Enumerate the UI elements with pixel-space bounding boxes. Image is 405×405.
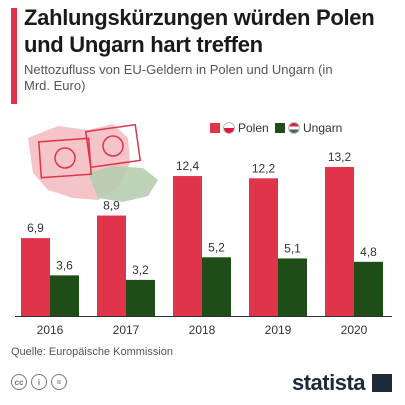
value-label-polen-2020: 13,2 [328,150,352,164]
bar-polen-2018 [173,176,202,316]
nd-icon: = [51,374,67,390]
value-label-ungarn-2017: 3,2 [132,263,149,277]
hungary-shape [88,166,158,202]
value-label-polen-2018: 12,4 [176,159,200,173]
legend-label-polen: Polen [238,121,269,135]
value-label-polen-2017: 8,9 [103,199,120,213]
x-tick-label-2017: 2017 [113,323,140,337]
bar-ungarn-2019 [278,258,307,316]
legend-item-polen: Polen [210,121,269,135]
bar-ungarn-2016 [50,275,79,316]
value-label-polen-2016: 6,9 [27,221,44,235]
accent-bar [11,8,17,104]
bar-ungarn-2020 [354,261,383,316]
x-tick-label-2020: 2020 [341,323,368,337]
x-tick-label-2019: 2019 [265,323,292,337]
bar-polen-2017 [97,215,126,316]
legend-label-ungarn: Ungarn [303,121,343,135]
poland-flag-icon [223,122,235,134]
bar-ungarn-2018 [202,257,231,316]
chart-subtitle: Nettozufluss von EU-Geldern in Polen und… [24,62,333,93]
cc-icon: cc [11,374,27,390]
map-illustration [28,123,158,202]
bar-ungarn-2017 [126,279,155,316]
value-label-polen-2019: 12,2 [252,161,276,175]
x-tick-label-2018: 2018 [189,323,216,337]
value-label-ungarn-2019: 5,1 [284,241,301,255]
bar-polen-2020 [325,167,354,316]
bar-polen-2019 [249,178,278,316]
value-label-ungarn-2016: 3,6 [56,258,73,272]
legend-swatch-polen [210,123,220,133]
bar-polen-2016 [21,238,50,316]
value-label-ungarn-2020: 4,8 [360,245,377,259]
brand-logo: statista [292,370,366,395]
source-text: Quelle: Europäische Kommission [11,346,174,358]
statista-logo-icon [372,374,392,392]
license-icons: cc i = [11,374,67,390]
value-label-ungarn-2018: 5,2 [208,240,225,254]
by-icon: i [31,374,47,390]
legend-item-ungarn: Ungarn [275,121,342,135]
legend-swatch-ungarn [275,123,285,133]
chart-title: Zahlungskürzungen würden Polen und Ungar… [24,5,375,57]
hungary-flag-icon [288,122,300,134]
x-tick-label-2016: 2016 [37,323,64,337]
